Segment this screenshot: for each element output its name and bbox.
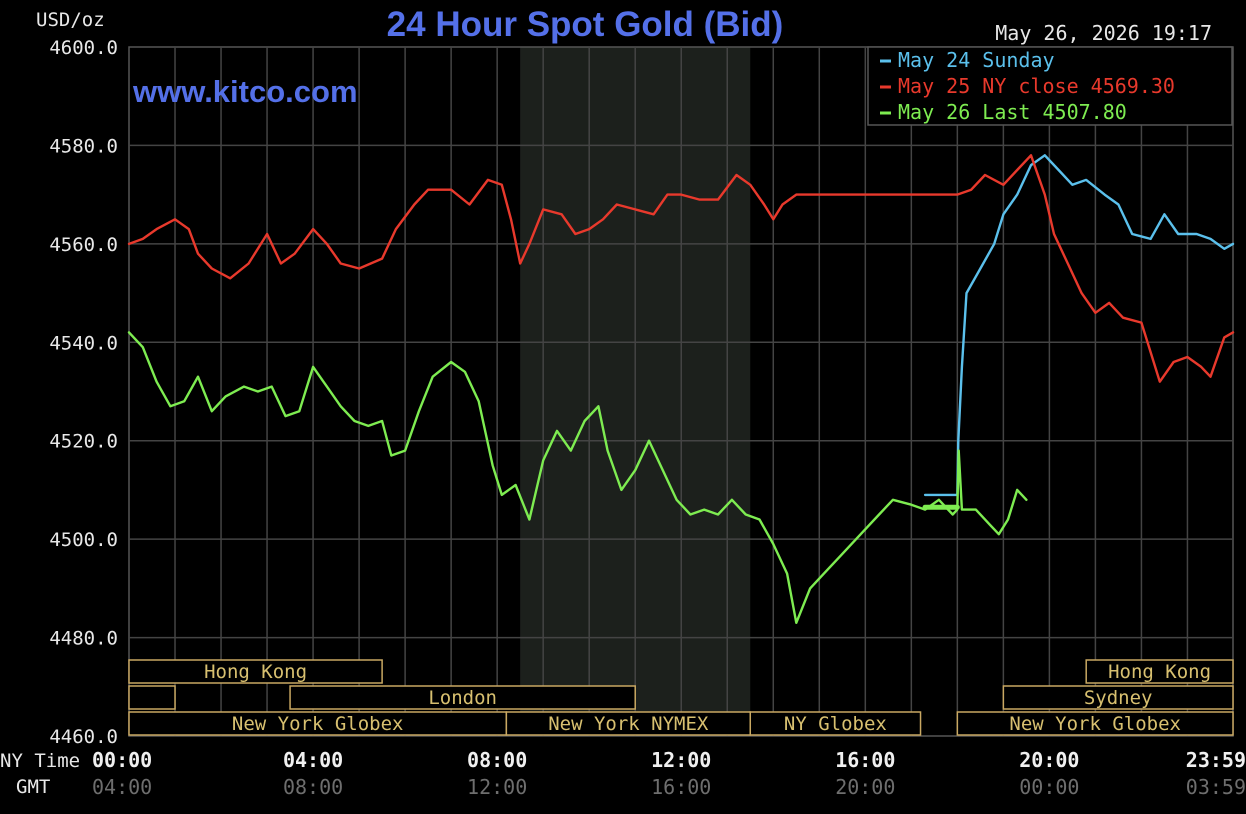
session-bar: [128, 685, 176, 710]
session-bar: [1002, 685, 1234, 710]
x-tick-label-ny: 08:00: [467, 748, 527, 772]
session-label: New York Globex: [232, 713, 404, 735]
series-line-1: [127, 154, 1235, 383]
legend-entry: May 25 NY close 4569.30: [898, 74, 1175, 98]
x-tick-label-gmt: 12:00: [467, 775, 527, 799]
y-tick-label: 4460.0: [49, 726, 118, 748]
chart-title: 24 Hour Spot Gold (Bid): [387, 5, 784, 44]
y-tick-label: 4480.0: [49, 628, 118, 650]
timestamp: May 26, 2026 19:17: [995, 21, 1212, 45]
session-bar: [128, 659, 383, 684]
x-row-label-ny: NY Time: [0, 750, 80, 772]
unit-label: USD/oz: [36, 9, 105, 31]
x-tick-label-gmt: 00:00: [1019, 775, 1079, 799]
x-tick-label-gmt: 16:00: [651, 775, 711, 799]
y-tick-label: 4500.0: [49, 529, 118, 551]
session-bar: [749, 711, 922, 736]
session-label: Hong Kong: [204, 661, 307, 683]
x-tick-label-ny: 00:00: [92, 748, 152, 772]
session-label: London: [428, 687, 497, 709]
session-label: NY Globex: [784, 713, 887, 735]
y-tick-label: 4580.0: [49, 135, 118, 157]
legend-entry: May 24 Sunday: [898, 48, 1055, 72]
x-tick-label-ny: 16:00: [835, 748, 895, 772]
y-tick-label: 4560.0: [49, 234, 118, 256]
y-tick-label: 4540.0: [49, 332, 118, 354]
series-line-0: [923, 154, 1235, 497]
x-tick-label-ny: 20:00: [1019, 748, 1079, 772]
x-tick-label-ny: 12:00: [651, 748, 711, 772]
x-tick-label-ny: 04:00: [283, 748, 343, 772]
x-tick-label-gmt: 04:00: [92, 775, 152, 799]
x-tick-label-ny: 23:59: [1186, 748, 1246, 772]
session-bar: [1085, 659, 1234, 684]
x-tick-label-gmt: 20:00: [835, 775, 895, 799]
y-tick-label: 4520.0: [49, 431, 118, 453]
x-tick-label-gmt: 08:00: [283, 775, 343, 799]
session-label: New York Globex: [1009, 713, 1181, 735]
series-line-2: [127, 331, 1028, 624]
legend-box: [867, 46, 1233, 126]
watermark: www.kitco.com: [132, 74, 358, 109]
session-label: Sydney: [1084, 687, 1153, 709]
x-row-label-gmt: GMT: [16, 776, 50, 798]
session-label: Hong Kong: [1108, 661, 1211, 683]
session-label: New York NYMEX: [548, 713, 709, 735]
y-tick-label: 4600.0: [49, 37, 118, 59]
session-bar: [289, 685, 636, 710]
session-bar: [956, 711, 1234, 736]
x-tick-label-gmt: 03:59: [1186, 775, 1246, 799]
legend-entry: May 26 Last 4507.80: [898, 100, 1127, 124]
